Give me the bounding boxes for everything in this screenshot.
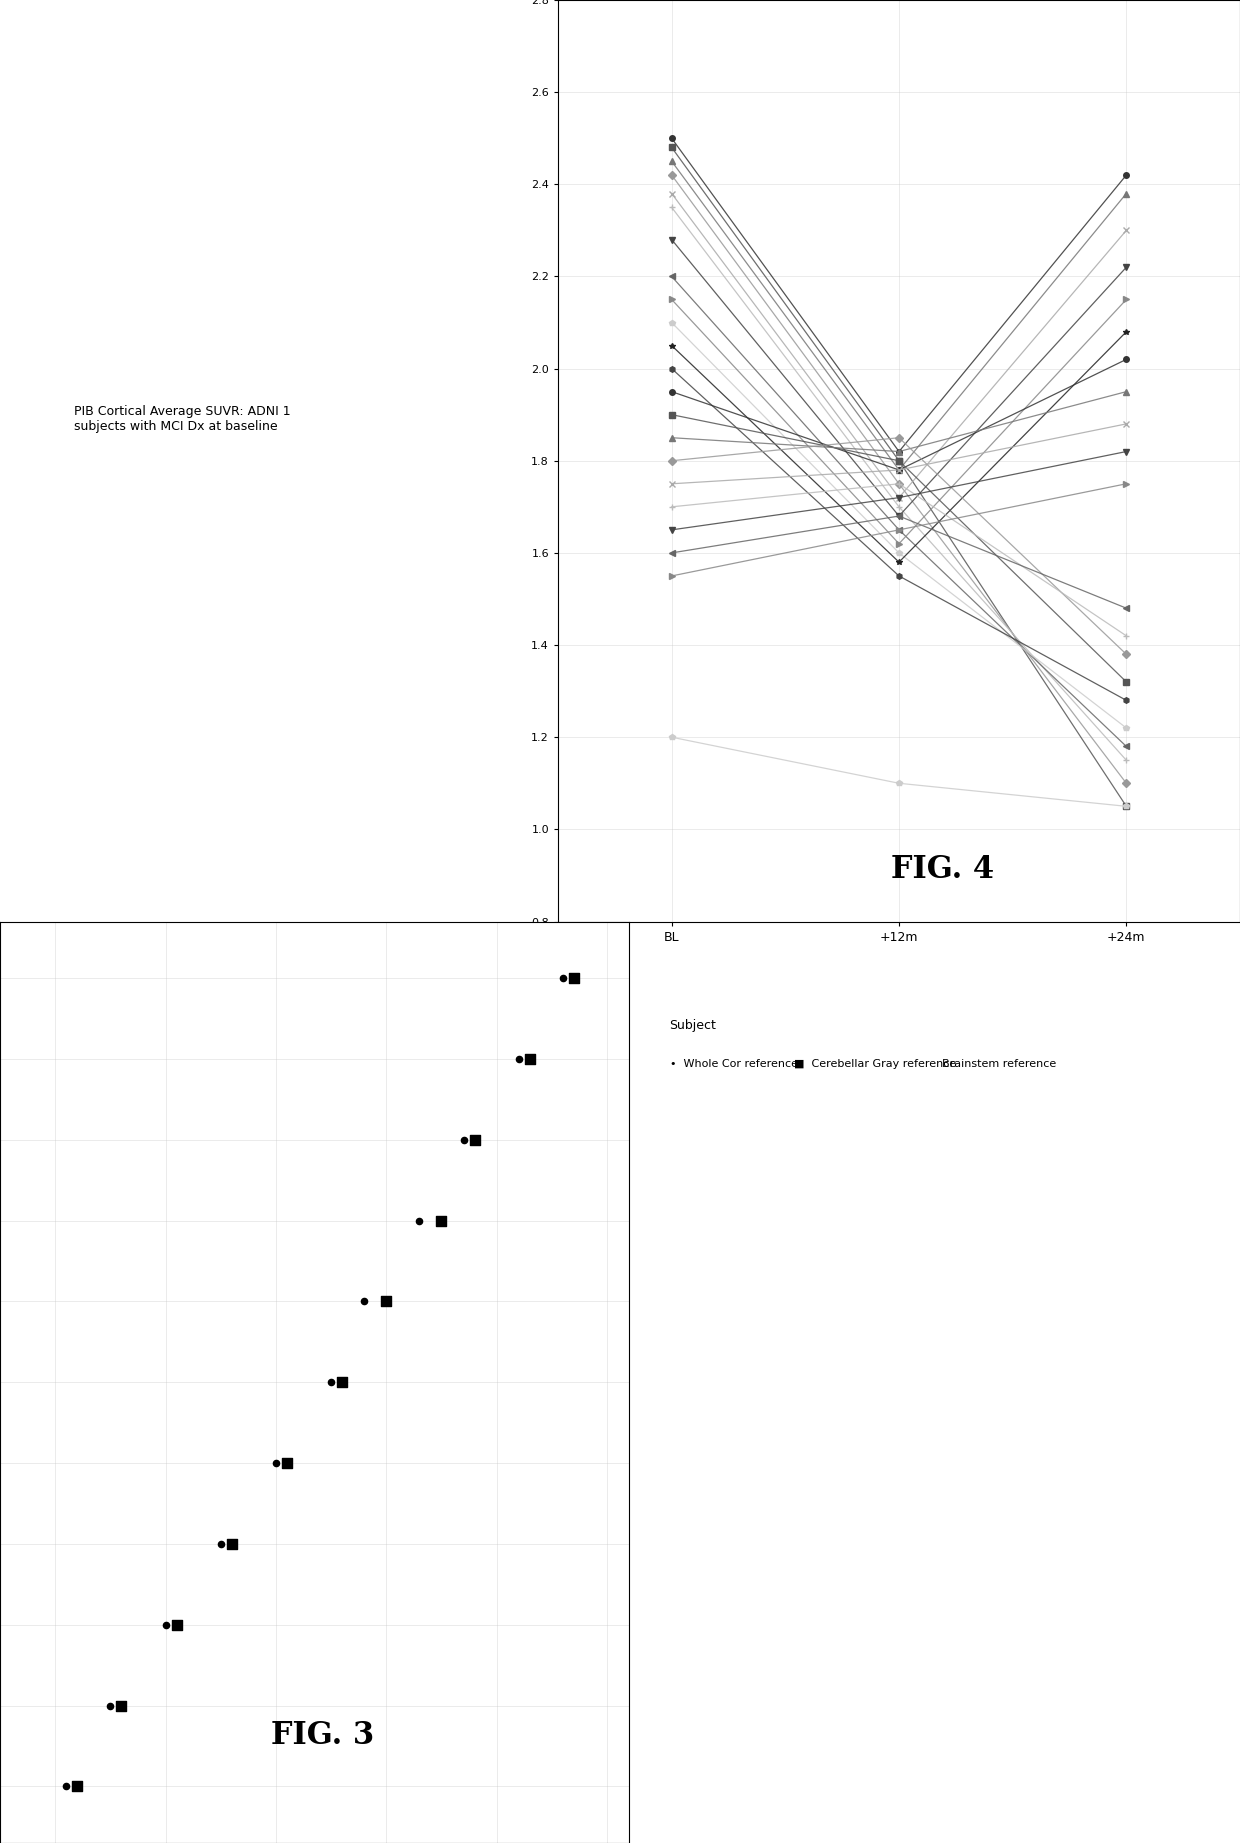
Point [156, 1611, 176, 1640]
Text: ■  Cerebellar Gray reference: ■ Cerebellar Gray reference [794, 1060, 956, 1069]
Point [508, 1045, 528, 1074]
Point [465, 1124, 485, 1154]
Point [277, 1449, 296, 1478]
Point [454, 1124, 474, 1154]
Point [332, 1368, 352, 1397]
Point [222, 1530, 242, 1559]
Text: Brainstem reference: Brainstem reference [942, 1060, 1056, 1069]
Point [520, 1045, 539, 1074]
Text: FIG. 4: FIG. 4 [890, 853, 994, 885]
Point [553, 964, 573, 993]
Point [112, 1690, 131, 1720]
Point [267, 1449, 286, 1478]
Text: FIG. 3: FIG. 3 [270, 1720, 374, 1751]
Text: •  Whole Cor reference: • Whole Cor reference [670, 1060, 797, 1069]
Point [377, 1286, 397, 1316]
Point [166, 1611, 186, 1640]
Point [100, 1690, 120, 1720]
Text: Subject: Subject [670, 1019, 717, 1032]
Point [67, 1771, 87, 1801]
Text: PIB Cortical Average SUVR: ADNI 1
subjects with MCI Dx at baseline: PIB Cortical Average SUVR: ADNI 1 subjec… [74, 405, 291, 433]
Point [432, 1205, 451, 1235]
Point [409, 1205, 429, 1235]
Point [564, 964, 584, 993]
Point [355, 1286, 374, 1316]
Point [56, 1771, 76, 1801]
Point [321, 1368, 341, 1397]
Point [211, 1530, 231, 1559]
